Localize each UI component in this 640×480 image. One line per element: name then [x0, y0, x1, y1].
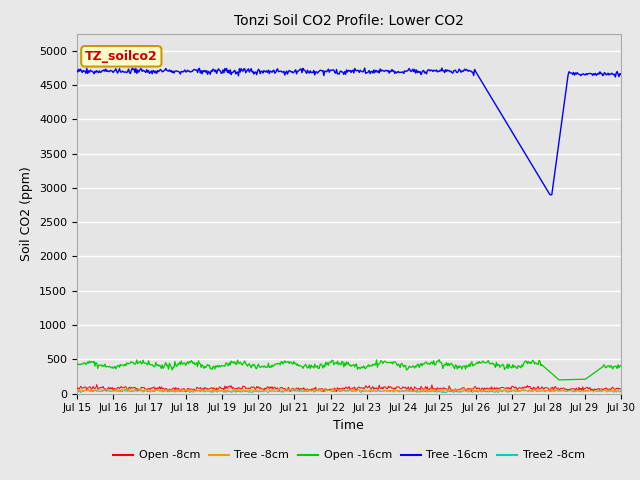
Text: TZ_soilco2: TZ_soilco2 — [85, 50, 157, 63]
X-axis label: Time: Time — [333, 419, 364, 432]
Title: Tonzi Soil CO2 Profile: Lower CO2: Tonzi Soil CO2 Profile: Lower CO2 — [234, 14, 464, 28]
Legend: Open -8cm, Tree -8cm, Open -16cm, Tree -16cm, Tree2 -8cm: Open -8cm, Tree -8cm, Open -16cm, Tree -… — [109, 446, 589, 465]
Y-axis label: Soil CO2 (ppm): Soil CO2 (ppm) — [20, 166, 33, 261]
